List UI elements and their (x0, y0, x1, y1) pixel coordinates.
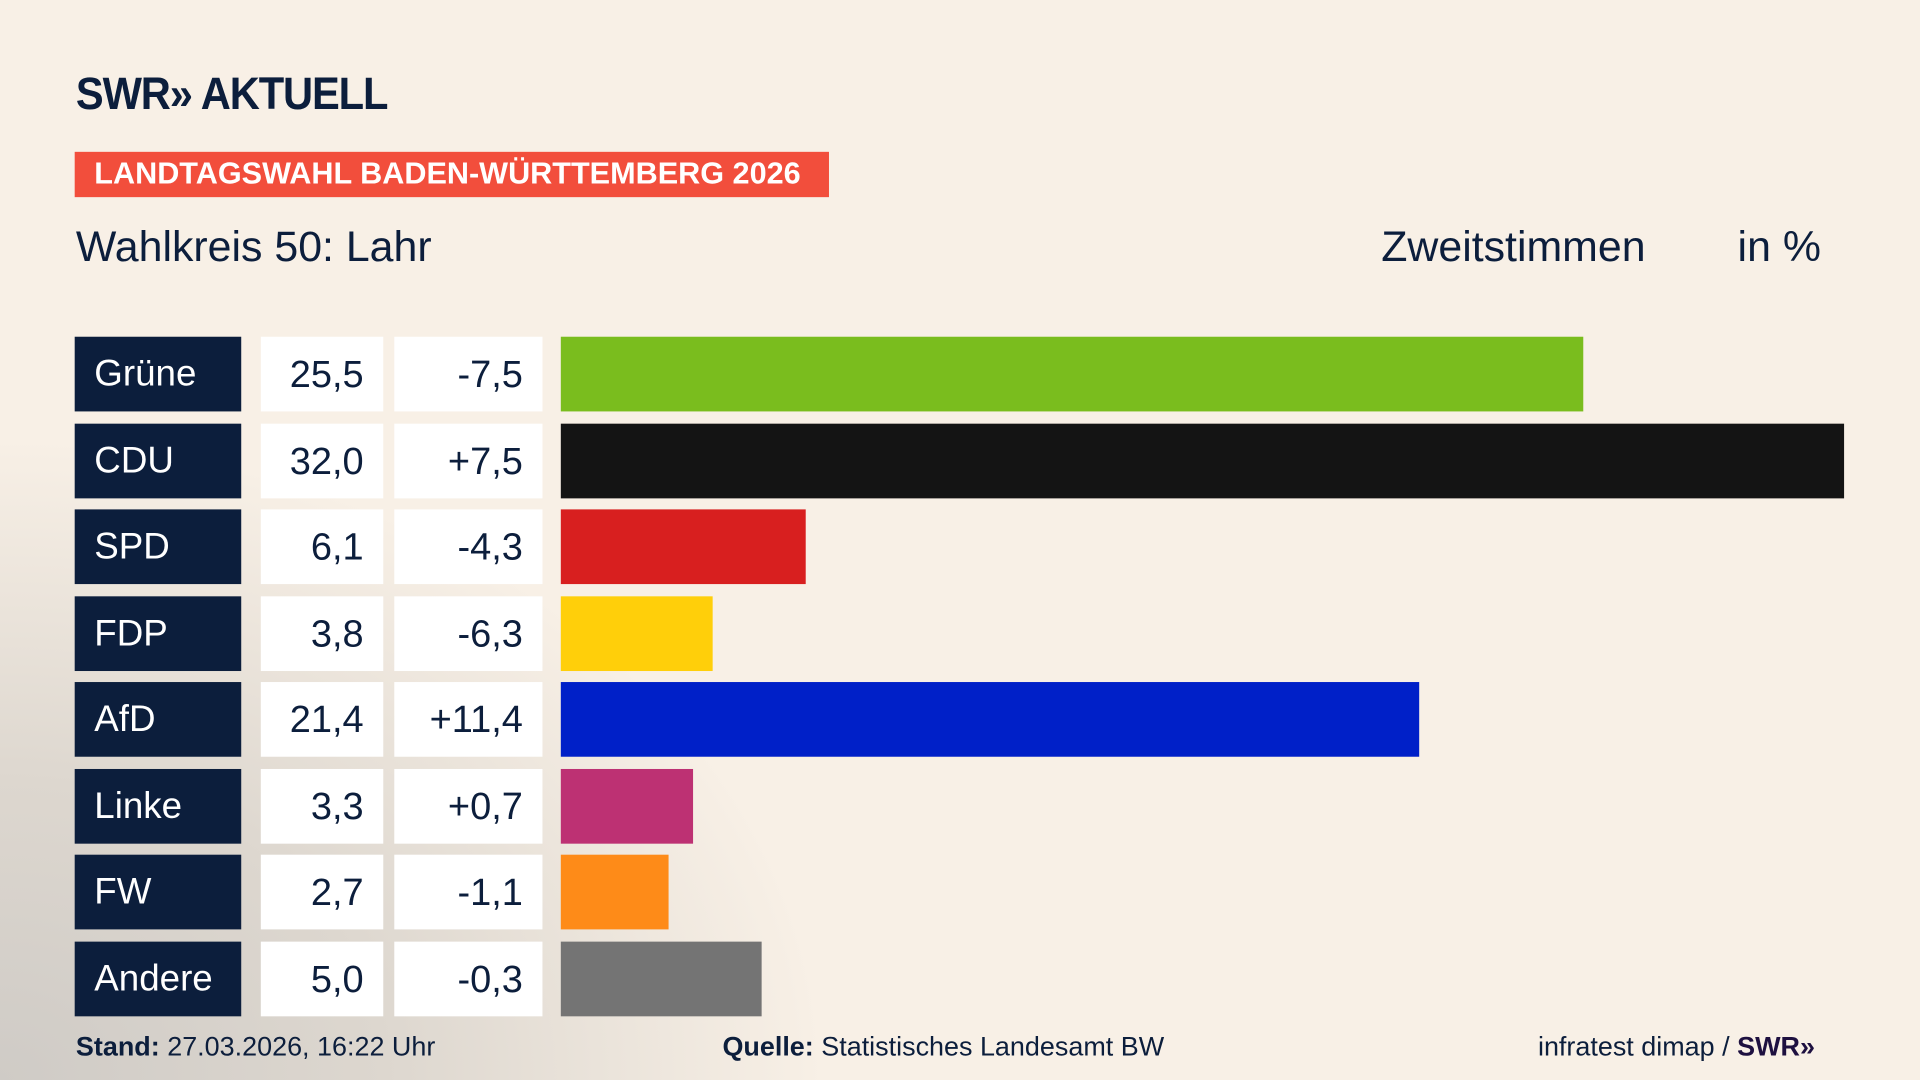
value-label: 6,1 (260, 509, 384, 585)
bar-andere (560, 941, 762, 1016)
unit-label: in % (1737, 222, 1821, 271)
source: Quelle: Statistisches Landesamt BW (722, 1031, 1164, 1063)
bar-cdu (560, 423, 1845, 498)
party-label: Grüne (74, 336, 242, 412)
metric-label: Zweitstimmen (1381, 222, 1646, 271)
value-label: 3,8 (260, 595, 384, 671)
diff-label: -0,3 (394, 941, 543, 1016)
bar-afd (560, 682, 1419, 757)
value-label: 5,0 (260, 941, 384, 1016)
party-label: Linke (74, 768, 242, 844)
value-label: 32,0 (260, 423, 384, 498)
value-label: 3,3 (260, 768, 384, 844)
timestamp: Stand: 27.03.2026, 16:22 Uhr (76, 1031, 435, 1063)
party-label: FDP (74, 595, 242, 671)
credit-text: infratest dimap / (1537, 1031, 1738, 1062)
party-label: FW (74, 854, 242, 930)
stand-label: Stand: (75, 1031, 160, 1062)
diff-label: -6,3 (394, 595, 543, 671)
diff-label: -4,3 (394, 509, 543, 585)
party-label: CDU (74, 423, 242, 498)
constituency-title: Wahlkreis 50: Lahr (75, 222, 432, 271)
bar-grüne (560, 336, 1584, 412)
value-label: 2,7 (260, 854, 384, 930)
party-label: AfD (74, 682, 242, 757)
bar-spd (560, 509, 806, 585)
diff-label: -7,5 (394, 336, 543, 412)
swr-aktuell-logo: SWR» AKTUELL (75, 68, 389, 119)
election-banner: LANDTAGSWAHL BADEN-WÜRTTEMBERG 2026 (74, 151, 829, 198)
source-label: Quelle: (722, 1031, 814, 1062)
party-label: SPD (74, 509, 242, 585)
diff-label: +0,7 (394, 768, 543, 844)
bar-fw (560, 854, 670, 930)
value-label: 25,5 (260, 336, 384, 412)
source-value: Statistisches Landesamt BW (813, 1031, 1165, 1062)
diff-label: +11,4 (394, 682, 543, 757)
credit: infratest dimap / SWR» (1538, 1031, 1815, 1063)
stand-value: 27.03.2026, 16:22 Uhr (159, 1031, 436, 1062)
bar-linke (560, 768, 694, 844)
diff-label: -1,1 (394, 854, 543, 930)
swr-logo: SWR» (1737, 1031, 1815, 1062)
diff-label: +7,5 (394, 423, 543, 498)
party-label: Andere (74, 941, 242, 1016)
value-label: 21,4 (260, 682, 384, 757)
bar-fdp (560, 595, 714, 671)
